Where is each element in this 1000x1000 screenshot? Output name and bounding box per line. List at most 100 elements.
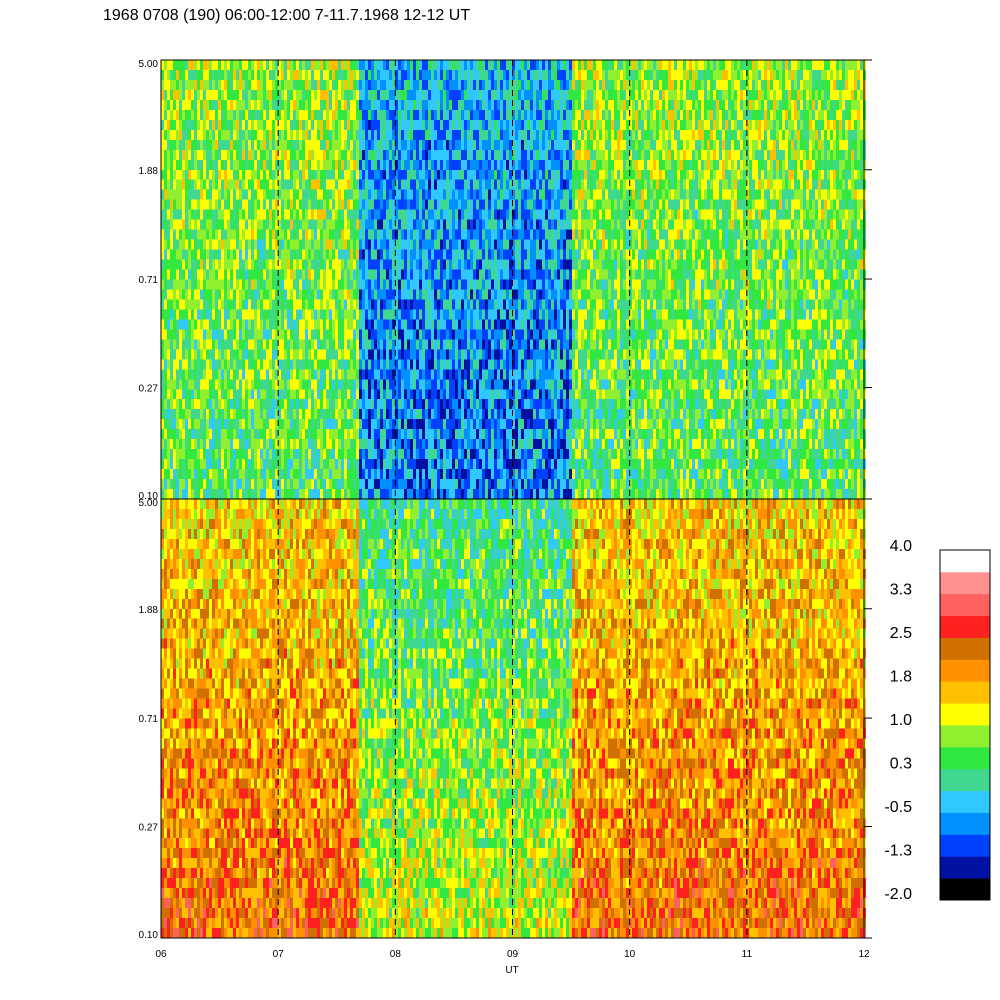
heatmap-cell [269,100,272,111]
heatmap-cell [260,270,263,281]
heatmap-cell [455,100,458,111]
heatmap-cell [494,419,497,430]
heatmap-cell [398,240,401,251]
heatmap-cell [419,439,422,450]
heatmap-cell [311,399,314,410]
heatmap-cell [383,170,386,181]
heatmap-cell [188,120,191,131]
heatmap-cell [203,160,206,171]
heatmap-cell [434,120,437,131]
heatmap-cell [362,389,365,400]
heatmap-cell [398,190,401,201]
heatmap-cell [488,130,491,141]
heatmap-cell [296,270,299,281]
heatmap-cell [410,160,413,171]
heatmap-cell [296,100,299,111]
heatmap-cell [347,260,350,271]
heatmap-cell [338,90,341,101]
heatmap-cell [380,130,383,141]
heatmap-cell [383,200,386,211]
heatmap-cell [368,409,371,420]
heatmap-cell [329,379,332,390]
heatmap-cell [398,100,401,111]
heatmap-cell [239,309,242,320]
heatmap-cell [383,70,386,81]
heatmap-cell [191,319,194,330]
heatmap-cell [302,449,305,460]
heatmap-cell [380,270,383,281]
heatmap-cell [209,469,212,480]
heatmap-cell [290,230,293,241]
heatmap-cell [428,210,431,221]
heatmap-cell [446,150,449,161]
heatmap-cell [440,489,443,500]
heatmap-cell [437,389,440,400]
heatmap-cell [233,100,236,111]
heatmap-cell [431,429,434,440]
heatmap-cell [182,90,185,101]
heatmap-cell [419,240,422,251]
heatmap-cell [326,290,329,301]
heatmap-cell [194,339,197,350]
heatmap-cell [491,280,494,291]
heatmap-cell [353,70,356,81]
heatmap-cell [458,280,461,291]
heatmap-cell [464,479,467,490]
heatmap-cell [254,379,257,390]
heatmap-cell [239,250,242,261]
heatmap-cell [200,60,203,71]
heatmap-cell [182,369,185,380]
heatmap-cell [425,309,428,320]
heatmap-cell [479,399,482,410]
heatmap-cell [227,100,230,111]
heatmap-cell [461,429,464,440]
heatmap-cell [392,110,395,121]
heatmap-cell [281,270,284,281]
heatmap-cell [434,309,437,320]
heatmap-cell [458,170,461,181]
heatmap-cell [368,110,371,121]
heatmap-cell [380,399,383,410]
heatmap-cell [263,409,266,420]
heatmap-cell [380,280,383,291]
heatmap-cell [230,280,233,291]
heatmap-cell [335,80,338,91]
heatmap-cell [341,290,344,301]
heatmap-cell [179,399,182,410]
heatmap-cell [350,180,353,191]
heatmap-cell [458,270,461,281]
heatmap-cell [296,240,299,251]
heatmap-cell [335,389,338,400]
heatmap-cell [302,349,305,360]
heatmap-cell [386,90,389,101]
heatmap-cell [419,130,422,141]
heatmap-cell [170,339,173,350]
heatmap-cell [482,409,485,420]
heatmap-cell [170,319,173,330]
heatmap-cell [182,200,185,211]
heatmap-cell [272,369,275,380]
heatmap-cell [233,270,236,281]
heatmap-cell [284,210,287,221]
heatmap-cell [419,170,422,181]
heatmap-cell [491,329,494,340]
heatmap-cell [233,230,236,241]
heatmap-cell [455,319,458,330]
heatmap-cell [302,190,305,201]
heatmap-cell [248,260,251,271]
heatmap-cell [473,80,476,91]
heatmap-cell [338,60,341,71]
heatmap-cell [239,379,242,390]
heatmap-cell [176,230,179,241]
heatmap-cell [293,479,296,490]
heatmap-cell [401,449,404,460]
heatmap-cell [188,70,191,81]
heatmap-cell [491,160,494,171]
heatmap-cell [251,120,254,131]
heatmap-cell [419,220,422,231]
heatmap-cell [305,379,308,390]
heatmap-cell [431,70,434,81]
heatmap-cell [323,349,326,360]
heatmap-cell [362,369,365,380]
heatmap-cell [368,90,371,101]
